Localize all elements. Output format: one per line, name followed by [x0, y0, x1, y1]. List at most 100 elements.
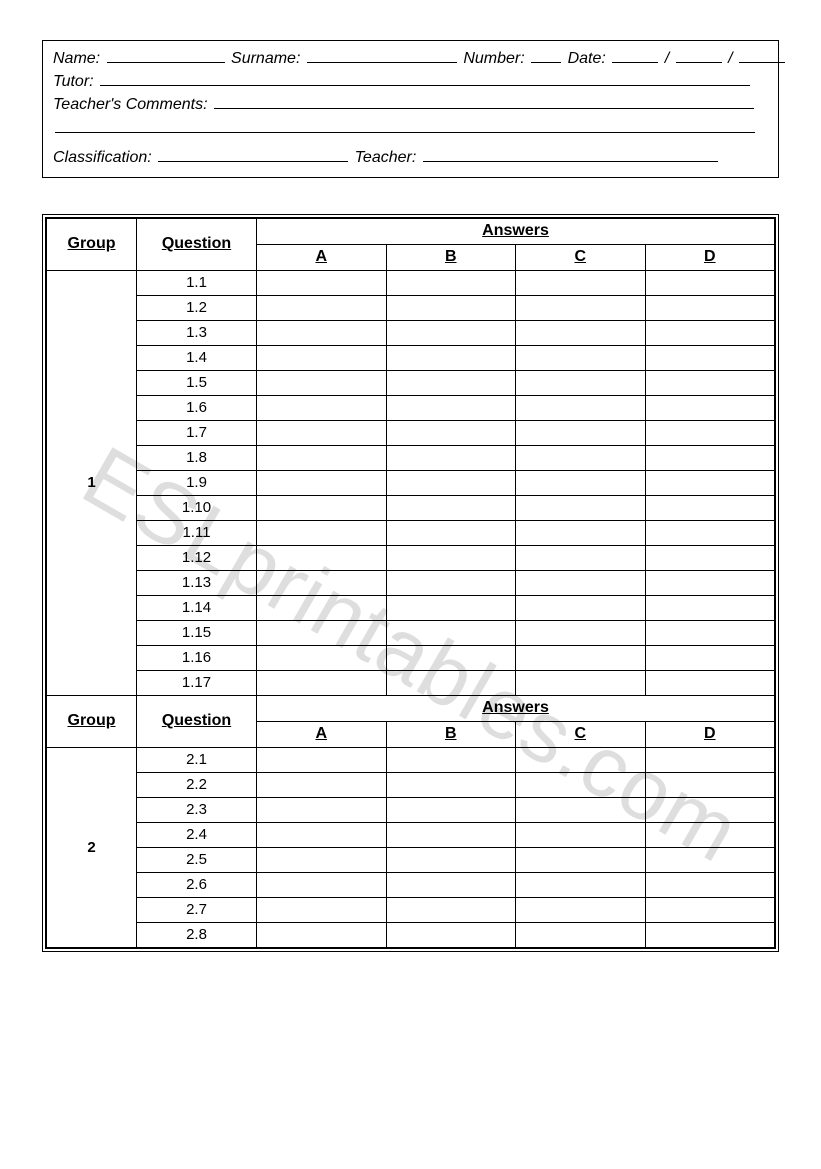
answer-cell[interactable] — [516, 320, 646, 345]
answer-cell[interactable] — [645, 345, 775, 370]
answer-cell[interactable] — [386, 822, 516, 847]
tutor-blank[interactable] — [100, 70, 750, 86]
answer-cell[interactable] — [386, 495, 516, 520]
teacher-blank[interactable] — [423, 146, 718, 162]
answer-cell[interactable] — [516, 747, 646, 772]
answer-cell[interactable] — [516, 922, 646, 947]
answer-cell[interactable] — [386, 545, 516, 570]
answer-cell[interactable] — [257, 395, 387, 420]
name-blank[interactable] — [107, 47, 225, 63]
answer-cell[interactable] — [386, 797, 516, 822]
answer-cell[interactable] — [386, 370, 516, 395]
answer-cell[interactable] — [516, 772, 646, 797]
answer-cell[interactable] — [645, 320, 775, 345]
answer-cell[interactable] — [516, 595, 646, 620]
answer-cell[interactable] — [645, 445, 775, 470]
answer-cell[interactable] — [386, 570, 516, 595]
answer-cell[interactable] — [257, 922, 387, 947]
answer-cell[interactable] — [386, 645, 516, 670]
answer-cell[interactable] — [386, 470, 516, 495]
answer-cell[interactable] — [257, 320, 387, 345]
answer-cell[interactable] — [516, 797, 646, 822]
comments-blank-2[interactable] — [55, 117, 755, 133]
answer-cell[interactable] — [645, 670, 775, 695]
answer-cell[interactable] — [257, 747, 387, 772]
comments-blank-1[interactable] — [214, 93, 754, 109]
answer-cell[interactable] — [645, 370, 775, 395]
number-blank[interactable] — [531, 47, 561, 63]
answer-cell[interactable] — [516, 345, 646, 370]
answer-cell[interactable] — [645, 295, 775, 320]
answer-cell[interactable] — [516, 420, 646, 445]
answer-cell[interactable] — [516, 897, 646, 922]
answer-cell[interactable] — [386, 420, 516, 445]
answer-cell[interactable] — [257, 445, 387, 470]
answer-cell[interactable] — [516, 470, 646, 495]
answer-cell[interactable] — [516, 520, 646, 545]
answer-cell[interactable] — [516, 872, 646, 897]
answer-cell[interactable] — [386, 445, 516, 470]
answer-cell[interactable] — [257, 345, 387, 370]
answer-cell[interactable] — [257, 670, 387, 695]
answer-cell[interactable] — [645, 270, 775, 295]
answer-cell[interactable] — [645, 595, 775, 620]
answer-cell[interactable] — [516, 395, 646, 420]
answer-cell[interactable] — [645, 897, 775, 922]
answer-cell[interactable] — [645, 420, 775, 445]
answer-cell[interactable] — [257, 797, 387, 822]
date-y-blank[interactable] — [739, 47, 785, 63]
date-m-blank[interactable] — [676, 47, 722, 63]
answer-cell[interactable] — [386, 345, 516, 370]
answer-cell[interactable] — [386, 520, 516, 545]
surname-blank[interactable] — [307, 47, 457, 63]
answer-cell[interactable] — [386, 847, 516, 872]
answer-cell[interactable] — [257, 772, 387, 797]
answer-cell[interactable] — [386, 620, 516, 645]
answer-cell[interactable] — [257, 545, 387, 570]
answer-cell[interactable] — [257, 822, 387, 847]
answer-cell[interactable] — [645, 545, 775, 570]
answer-cell[interactable] — [645, 470, 775, 495]
answer-cell[interactable] — [645, 872, 775, 897]
answer-cell[interactable] — [257, 370, 387, 395]
answer-cell[interactable] — [386, 772, 516, 797]
answer-cell[interactable] — [386, 897, 516, 922]
answer-cell[interactable] — [386, 295, 516, 320]
answer-cell[interactable] — [257, 595, 387, 620]
answer-cell[interactable] — [257, 270, 387, 295]
answer-cell[interactable] — [645, 797, 775, 822]
answer-cell[interactable] — [645, 570, 775, 595]
answer-cell[interactable] — [516, 822, 646, 847]
answer-cell[interactable] — [257, 847, 387, 872]
answer-cell[interactable] — [257, 295, 387, 320]
answer-cell[interactable] — [516, 545, 646, 570]
answer-cell[interactable] — [645, 495, 775, 520]
answer-cell[interactable] — [516, 370, 646, 395]
answer-cell[interactable] — [257, 520, 387, 545]
answer-cell[interactable] — [645, 747, 775, 772]
answer-cell[interactable] — [645, 620, 775, 645]
answer-cell[interactable] — [645, 847, 775, 872]
answer-cell[interactable] — [516, 445, 646, 470]
answer-cell[interactable] — [645, 822, 775, 847]
answer-cell[interactable] — [645, 922, 775, 947]
answer-cell[interactable] — [257, 570, 387, 595]
answer-cell[interactable] — [516, 570, 646, 595]
date-d-blank[interactable] — [612, 47, 658, 63]
classification-blank[interactable] — [158, 146, 348, 162]
answer-cell[interactable] — [516, 847, 646, 872]
answer-cell[interactable] — [386, 747, 516, 772]
answer-cell[interactable] — [257, 620, 387, 645]
answer-cell[interactable] — [516, 495, 646, 520]
answer-cell[interactable] — [257, 495, 387, 520]
answer-cell[interactable] — [645, 772, 775, 797]
answer-cell[interactable] — [516, 670, 646, 695]
answer-cell[interactable] — [516, 295, 646, 320]
answer-cell[interactable] — [645, 395, 775, 420]
answer-cell[interactable] — [257, 872, 387, 897]
answer-cell[interactable] — [386, 595, 516, 620]
answer-cell[interactable] — [386, 872, 516, 897]
answer-cell[interactable] — [386, 270, 516, 295]
answer-cell[interactable] — [386, 395, 516, 420]
answer-cell[interactable] — [386, 670, 516, 695]
